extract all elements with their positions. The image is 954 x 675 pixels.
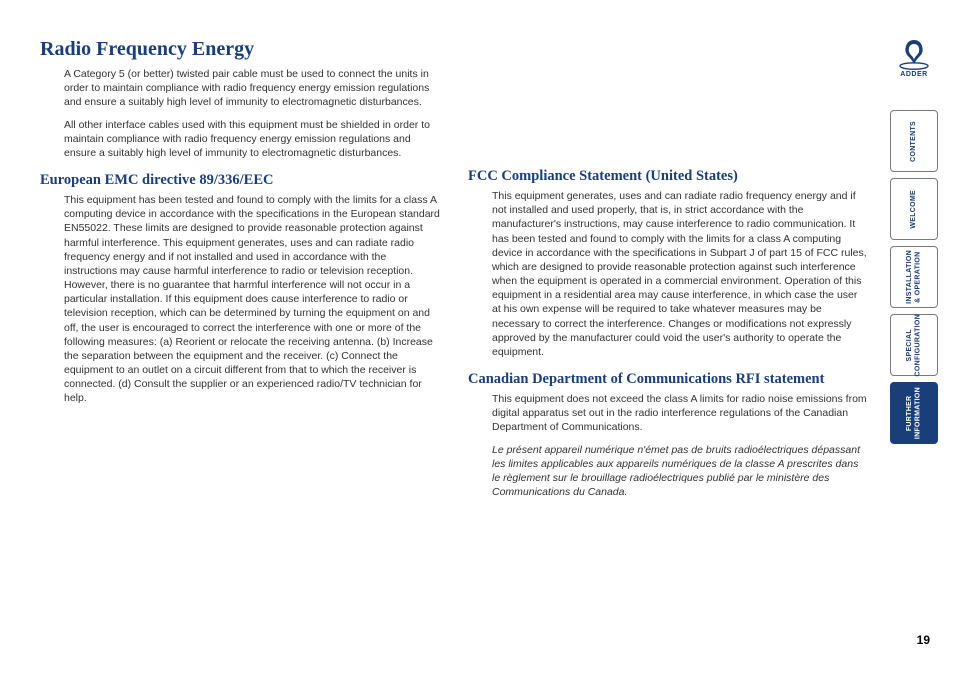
fcc-body: This equipment generates, uses and can r…	[468, 189, 868, 359]
nav-tab-contents[interactable]: CONTENTS	[890, 110, 938, 172]
nav-tab-further-info[interactable]: FURTHER INFORMATION	[890, 382, 938, 444]
left-column: Radio Frequency Energy A Category 5 (or …	[40, 38, 440, 675]
emc-heading: European EMC directive 89/336/EEC	[40, 172, 440, 189]
canada-body-fr: Le présent appareil numérique n'émet pas…	[468, 443, 868, 500]
nav-tab-installation[interactable]: INSTALLATION & OPERATION	[890, 246, 938, 308]
intro-paragraph-1: A Category 5 (or better) twisted pair ca…	[40, 67, 440, 110]
sidebar: ADDER CONTENTS WELCOME INSTALLATION & OP…	[888, 0, 954, 675]
emc-body: This equipment has been tested and found…	[40, 193, 440, 406]
brand-name: ADDER	[894, 71, 934, 78]
nav-label: FURTHER INFORMATION	[906, 387, 923, 439]
nav-label: SPECIAL CONFIGURATION	[906, 314, 923, 377]
brand-logo: ADDER	[894, 38, 934, 80]
nav-tab-welcome[interactable]: WELCOME	[890, 178, 938, 240]
nav-label: WELCOME	[910, 190, 918, 229]
page-title: Radio Frequency Energy	[40, 38, 440, 61]
nav-tabs: CONTENTS WELCOME INSTALLATION & OPERATIO…	[890, 110, 938, 444]
right-column: FCC Compliance Statement (United States)…	[468, 38, 868, 675]
canada-body-en: This equipment does not exceed the class…	[468, 392, 868, 435]
content-area: Radio Frequency Energy A Category 5 (or …	[0, 0, 888, 675]
intro-paragraph-2: All other interface cables used with thi…	[40, 118, 440, 161]
canada-heading: Canadian Department of Communications RF…	[468, 371, 868, 388]
nav-label: INSTALLATION & OPERATION	[906, 250, 923, 304]
nav-label: CONTENTS	[910, 121, 918, 162]
fcc-heading: FCC Compliance Statement (United States)	[468, 168, 868, 185]
page-number: 19	[917, 633, 930, 647]
nav-tab-special-config[interactable]: SPECIAL CONFIGURATION	[890, 314, 938, 376]
